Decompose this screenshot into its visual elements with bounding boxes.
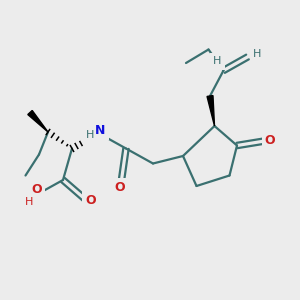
Text: O: O [85,194,96,208]
Text: O: O [31,183,42,196]
Polygon shape [207,96,214,126]
FancyBboxPatch shape [28,180,45,200]
Text: H: H [213,56,222,67]
FancyBboxPatch shape [22,193,37,210]
Text: O: O [265,134,275,147]
Text: H: H [86,130,94,140]
FancyBboxPatch shape [210,53,225,70]
Polygon shape [28,110,48,132]
FancyBboxPatch shape [82,191,99,211]
FancyBboxPatch shape [92,121,109,140]
Text: N: N [95,124,105,137]
FancyBboxPatch shape [250,45,265,63]
Text: O: O [115,181,125,194]
FancyBboxPatch shape [82,126,98,144]
Text: H: H [253,49,261,59]
FancyBboxPatch shape [112,178,128,197]
Text: H: H [25,196,34,207]
FancyBboxPatch shape [262,130,278,150]
